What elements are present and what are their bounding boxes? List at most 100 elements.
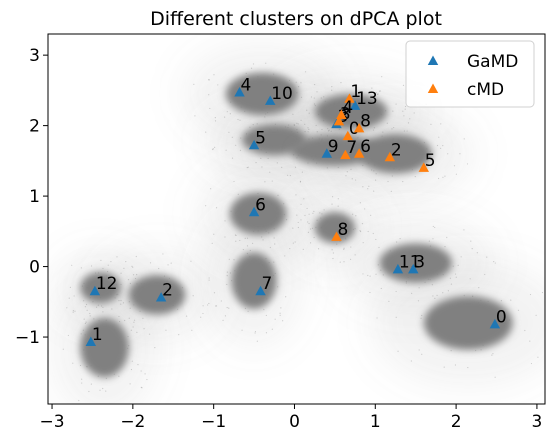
density-speckle	[192, 295, 194, 297]
density-speckle	[446, 236, 448, 239]
density-speckle	[229, 113, 231, 115]
density-speckle	[244, 307, 247, 310]
density-speckle	[110, 293, 112, 295]
density-speckle	[363, 149, 366, 151]
density-speckle	[406, 143, 408, 145]
density-speckle	[369, 291, 371, 294]
density-speckle	[79, 364, 82, 367]
density-speckle	[362, 164, 364, 167]
density-speckle	[202, 305, 204, 307]
density-speckle	[332, 252, 334, 254]
density-speckle	[292, 154, 295, 156]
density-speckle	[351, 95, 353, 97]
density-speckle	[276, 162, 278, 164]
density-speckle	[482, 307, 485, 309]
density-speckle	[124, 319, 126, 322]
density-speckle	[100, 297, 102, 299]
density-speckle	[397, 350, 399, 352]
density-speckle	[134, 295, 136, 297]
density-speckle	[247, 310, 249, 312]
density-speckle	[112, 289, 114, 291]
density-speckle	[278, 106, 280, 108]
density-speckle	[351, 178, 353, 180]
density-speckle	[322, 153, 324, 155]
density-speckle	[376, 317, 378, 319]
density-speckle	[259, 140, 261, 142]
density-speckle	[116, 294, 118, 296]
density-speckle	[226, 111, 228, 113]
density-speckle	[136, 300, 138, 302]
density-speckle	[284, 255, 286, 257]
density-speckle	[114, 297, 116, 299]
density-speckle	[287, 126, 289, 129]
density-speckle	[208, 277, 210, 279]
density-speckle	[413, 112, 415, 114]
density-speckle	[350, 246, 352, 248]
y-tick-label: −1	[15, 328, 40, 348]
density-speckle	[212, 148, 214, 151]
density-speckle	[375, 179, 377, 181]
density-speckle	[313, 103, 316, 105]
density-speckle	[80, 267, 82, 269]
marker-gamd-10	[265, 95, 276, 105]
density-speckle	[372, 152, 374, 154]
density-speckle	[271, 328, 273, 330]
density-speckle	[388, 300, 390, 303]
density-speckle	[312, 158, 314, 160]
density-speckle	[86, 366, 88, 368]
point-label-gamd-7: 7	[262, 274, 273, 294]
density-speckle	[357, 99, 359, 102]
point-label-cmd-6: 6	[360, 137, 371, 157]
density-speckle	[167, 264, 169, 266]
density-speckle	[463, 229, 465, 231]
density-speckle	[487, 300, 489, 303]
density-speckle	[271, 145, 273, 148]
density-speckle	[345, 175, 347, 177]
density-speckle	[275, 208, 277, 210]
density-speckle	[83, 349, 85, 351]
density-speckle	[492, 353, 494, 355]
density-speckle	[339, 240, 341, 242]
density-speckle	[288, 79, 291, 82]
density-speckle	[303, 198, 305, 200]
density-speckle	[404, 105, 407, 108]
density-speckle	[190, 260, 192, 262]
density-speckle	[237, 193, 239, 196]
density-speckle	[307, 162, 309, 164]
density-speckle	[286, 174, 289, 176]
density-speckle	[135, 255, 137, 258]
density-speckle	[84, 334, 86, 336]
density-speckle	[397, 139, 400, 141]
density-speckle	[111, 308, 113, 310]
density-speckle	[271, 202, 273, 205]
density-speckle	[105, 279, 107, 281]
density-speckle	[274, 318, 276, 320]
density-speckle	[493, 260, 495, 263]
density-speckle	[275, 133, 277, 135]
density-speckle	[372, 142, 374, 145]
x-tick-label: 1	[370, 412, 381, 432]
density-speckle	[367, 230, 369, 233]
density-speckle	[436, 144, 439, 147]
density-speckle	[300, 119, 302, 121]
density-speckle	[478, 287, 480, 289]
density-speckle	[154, 346, 156, 349]
density-speckle	[83, 318, 85, 320]
density-speckle	[420, 317, 422, 319]
marker-gamd-6	[248, 206, 260, 217]
marker-gamd-2	[155, 292, 167, 302]
density-speckle	[368, 185, 370, 187]
density-speckle	[331, 196, 334, 198]
density-speckle	[228, 307, 230, 309]
density-speckle	[361, 223, 364, 225]
density-speckle	[375, 151, 377, 153]
density-speckle	[343, 248, 345, 251]
density-speckle	[296, 92, 298, 94]
density-speckle	[105, 275, 107, 277]
density-cluster	[225, 72, 299, 116]
density-speckle	[306, 207, 308, 210]
density-speckle	[380, 287, 382, 290]
density-speckle	[80, 333, 82, 335]
density-speckle	[314, 104, 316, 107]
density-speckle	[330, 104, 332, 106]
